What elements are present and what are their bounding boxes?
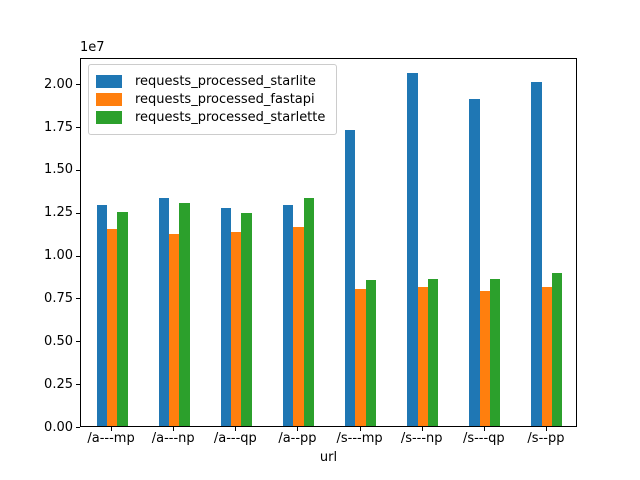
legend-entry: requests_processed_starlite: [96, 74, 325, 89]
y-tick-mark: [76, 427, 80, 428]
legend-entry: requests_processed_fastapi: [96, 92, 325, 107]
x-tick-mark: [421, 427, 423, 431]
bar-requests_processed_starlite-/s---mp: [345, 129, 356, 426]
x-tick-label: /s--pp: [527, 431, 565, 446]
y-tick-label: 0.00: [44, 419, 73, 435]
x-tick-label: /s---qp: [462, 431, 505, 446]
y-tick-mark: [76, 384, 80, 386]
legend-entry: requests_processed_starlette: [96, 110, 325, 125]
bar-requests_processed_fastapi-/s--pp: [541, 287, 553, 426]
bar-requests_processed_fastapi-/s---np: [417, 287, 428, 426]
x-tick-mark: [359, 427, 361, 431]
y-tick-mark: [76, 169, 80, 171]
bar-requests_processed_starlite-/a---np: [158, 198, 169, 426]
y-tick-label: 1.00: [44, 248, 73, 264]
y-axis-offset-label: 1e7: [80, 40, 105, 55]
x-tick-mark: [173, 427, 175, 431]
bar-requests_processed_fastapi-/s---mp: [355, 288, 366, 426]
y-tick-label: 2.00: [44, 76, 73, 92]
legend-label: requests_processed_fastapi: [135, 92, 315, 107]
x-tick-label: /s---mp: [336, 431, 383, 446]
bar-requests_processed_starlite-/s--pp: [531, 81, 542, 426]
y-tick-mark: [76, 127, 80, 129]
legend-label: requests_processed_starlette: [135, 110, 326, 125]
y-tick-label: 0.25: [44, 376, 73, 392]
x-tick-mark: [297, 427, 299, 431]
y-tick-mark: [76, 212, 80, 214]
bar-requests_processed_starlette-/s---np: [427, 278, 439, 426]
x-tick-mark: [235, 427, 237, 431]
legend: requests_processed_starlite requests_proc…: [88, 64, 338, 135]
legend-swatch-icon: [96, 93, 122, 106]
bar-requests_processed_starlette-/s--pp: [552, 273, 563, 426]
x-tick-label: /a---mp: [87, 431, 135, 446]
bars-layer: [81, 59, 576, 426]
bar-requests_processed_starlite-/s---qp: [469, 98, 480, 426]
x-tick-label: /a---np: [151, 431, 195, 446]
bar-requests_processed_fastapi-/s---qp: [479, 290, 490, 426]
bar-requests_processed_starlette-/s---qp: [489, 278, 501, 426]
y-tick-mark: [76, 341, 80, 343]
y-tick-mark: [76, 255, 80, 257]
x-tick-label: /a--pp: [278, 431, 317, 446]
bar-requests_processed_starlette-/a---mp: [117, 211, 128, 426]
bar-requests_processed_starlite-/a---mp: [96, 204, 107, 426]
bar-requests_processed_starlette-/a--pp: [303, 198, 314, 426]
bar-requests_processed_fastapi-/a--pp: [293, 227, 304, 426]
y-tick-label: 0.50: [44, 333, 73, 349]
x-tick-mark: [111, 427, 113, 431]
legend-swatch-icon: [96, 111, 122, 124]
legend-label: requests_processed_starlite: [135, 74, 316, 89]
bar-requests_processed_fastapi-/a---qp: [231, 232, 242, 426]
bar-requests_processed_starlite-/a---qp: [220, 208, 232, 426]
bar-requests_processed_starlette-/a---np: [179, 203, 190, 426]
bar-requests_processed_fastapi-/a---mp: [106, 228, 118, 426]
y-tick-mark: [76, 298, 80, 300]
bar-requests_processed_starlette-/a---qp: [241, 213, 252, 426]
bar-requests_processed_starlite-/a--pp: [282, 204, 294, 426]
bar-requests_processed_starlite-/s---np: [407, 72, 418, 426]
x-axis-label: url: [319, 450, 338, 465]
y-tick-label: 1.50: [44, 162, 73, 178]
x-tick-mark: [545, 427, 547, 431]
legend-swatch-icon: [96, 75, 122, 88]
y-tick-label: 1.75: [44, 119, 73, 135]
plot-area: requests_processed_starlite requests_proc…: [80, 58, 577, 427]
y-tick-label: 0.75: [44, 290, 73, 306]
bar-requests_processed_starlette-/s---mp: [365, 280, 377, 426]
x-tick-label: /s---np: [400, 431, 443, 446]
x-tick-label: /a---qp: [213, 431, 257, 446]
y-tick-label: 1.25: [44, 205, 73, 221]
x-tick-mark: [483, 427, 485, 431]
y-tick-mark: [76, 84, 80, 86]
bar-requests_processed_fastapi-/a---np: [169, 234, 180, 426]
